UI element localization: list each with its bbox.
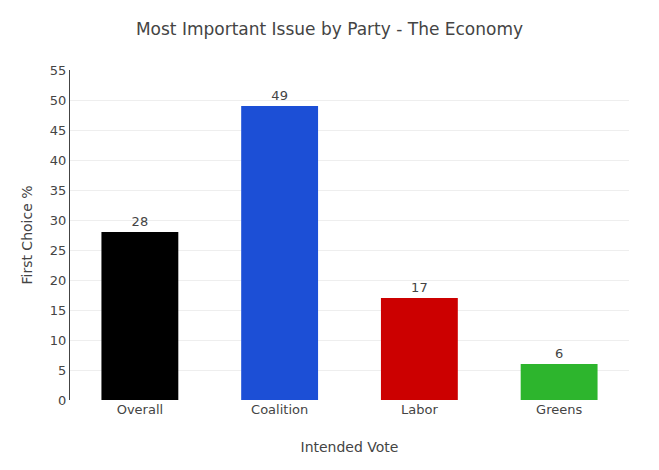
svg-text:17: 17 [411, 280, 428, 295]
svg-text:15: 15 [50, 303, 67, 318]
svg-text:45: 45 [50, 123, 67, 138]
svg-text:Coalition: Coalition [251, 402, 308, 417]
svg-text:First Choice %: First Choice % [19, 185, 35, 284]
svg-text:10: 10 [50, 333, 67, 348]
svg-text:35: 35 [50, 183, 67, 198]
svg-text:25: 25 [50, 243, 67, 258]
svg-text:40: 40 [50, 153, 67, 168]
svg-text:28: 28 [132, 214, 149, 229]
svg-text:0: 0 [58, 393, 66, 408]
svg-text:30: 30 [50, 213, 67, 228]
svg-text:Overall: Overall [117, 402, 163, 417]
svg-text:Most Important Issue by Party: Most Important Issue by Party - The Econ… [136, 19, 523, 39]
svg-text:6: 6 [555, 346, 563, 361]
svg-text:Labor: Labor [401, 402, 438, 417]
svg-text:5: 5 [58, 363, 66, 378]
svg-text:Greens: Greens [536, 402, 582, 417]
svg-text:55: 55 [50, 63, 67, 78]
svg-text:49: 49 [271, 88, 288, 103]
svg-text:20: 20 [50, 273, 67, 288]
svg-text:Intended Vote: Intended Vote [301, 439, 399, 455]
svg-text:50: 50 [50, 93, 67, 108]
